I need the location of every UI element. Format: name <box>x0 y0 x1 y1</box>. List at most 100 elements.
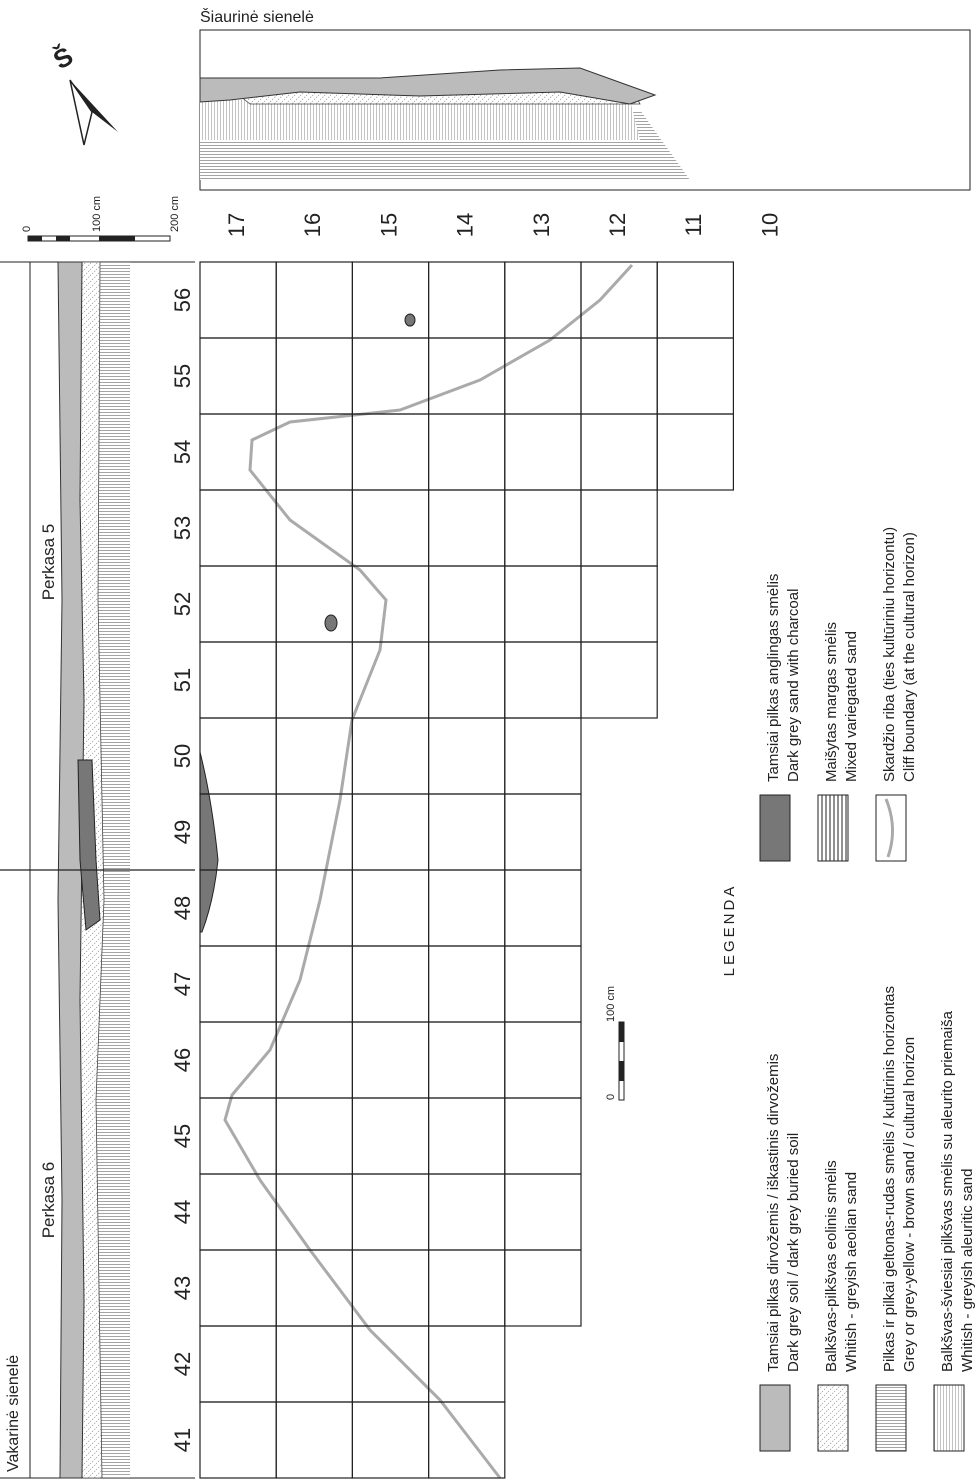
grid-cell <box>428 565 506 643</box>
grid-cell <box>275 717 354 795</box>
grid-cell <box>351 1401 430 1479</box>
grid-cell <box>428 945 506 1023</box>
grid-cell <box>351 641 430 719</box>
column-label: 53 <box>170 516 195 540</box>
column-label: 44 <box>170 1200 195 1224</box>
layer-soil <box>199 67 657 105</box>
grid-cell <box>428 1325 506 1403</box>
grid-cell <box>351 1249 430 1327</box>
scale-seg <box>99 236 135 241</box>
grid-cell <box>428 641 506 719</box>
grid-cell <box>580 641 658 719</box>
column-label: 52 <box>170 592 195 616</box>
legend-en: Cliff boundary (at the cultural horizon) <box>901 532 918 782</box>
grid-cell <box>504 413 582 491</box>
column-label: 51 <box>170 668 195 692</box>
grid <box>199 261 965 1479</box>
grid-cell <box>275 261 354 339</box>
grid-cell <box>580 261 658 339</box>
grid-cell <box>504 1097 582 1175</box>
row-label: 13 <box>529 213 554 237</box>
scale-label: 0 <box>21 226 33 232</box>
grid-cell <box>275 1249 354 1327</box>
grid-cell <box>428 793 506 871</box>
grid-cell <box>199 1401 277 1479</box>
grid-cell <box>351 1173 430 1251</box>
grid-cell <box>580 337 658 415</box>
grid-cell <box>428 1249 506 1327</box>
north-wall-title: Šiaurinė sienelė <box>200 7 314 26</box>
legend-lt: Balkšvas-pilkšvas eolinis smėlis <box>823 1160 840 1372</box>
grid-cell <box>275 1021 354 1099</box>
row-label: 16 <box>300 213 325 237</box>
grid-cell <box>580 489 658 567</box>
grid-cell <box>504 717 582 795</box>
column-label: 49 <box>170 820 195 844</box>
trench-label: Perkasa 6 <box>39 1162 58 1239</box>
grid-cell <box>580 565 658 643</box>
grid-cell <box>199 565 277 643</box>
grid-cell <box>656 413 735 491</box>
column-label: 41 <box>170 1428 195 1452</box>
column-label: 48 <box>170 896 195 920</box>
grid-cell <box>351 261 430 339</box>
grid-cell <box>351 717 430 795</box>
scale-label: 100 cm <box>605 986 617 1022</box>
legend-lt: Maišytas margas smėlis <box>823 622 840 782</box>
scale-seg <box>619 1022 624 1042</box>
grid-cell <box>580 413 658 491</box>
layer-grey-sand <box>200 100 640 140</box>
grid-cell <box>351 793 430 871</box>
legend-en: Whitish - greyish aeolian sand <box>843 1172 860 1372</box>
column-label: 46 <box>170 1048 195 1072</box>
grid-cell <box>199 1325 277 1403</box>
grid-cell <box>351 1325 430 1403</box>
grid-cell <box>275 413 354 491</box>
legend-lt: Pilkas ir pilkai geltonas-rudas smėlis /… <box>881 986 898 1372</box>
legend-en: Grey or grey-yellow - brown sand / cultu… <box>901 1037 918 1372</box>
grid-cell <box>504 869 582 947</box>
charcoal-spot <box>404 313 416 327</box>
grid-cell <box>428 1021 506 1099</box>
cliff-boundary <box>223 263 634 1479</box>
grid-cell <box>504 793 582 871</box>
legend-title: LEGENDA <box>721 884 738 977</box>
column-label: 42 <box>170 1352 195 1376</box>
column-label: 54 <box>170 440 195 464</box>
legend-en: Dark grey soil / dark grey buried soil <box>785 1133 802 1372</box>
charcoal-patch <box>199 751 219 933</box>
row-label: 12 <box>605 213 630 237</box>
legend-swatch <box>933 1384 965 1452</box>
grid-cell <box>351 489 430 567</box>
grid-cell <box>275 1173 354 1251</box>
scale-seg <box>619 1061 624 1081</box>
legend-lt: Tamsiai pilkas dirvožemis / iškastinis d… <box>765 1054 782 1372</box>
scale-seg <box>56 236 70 241</box>
grid-cell <box>199 337 277 415</box>
grid-cell <box>428 1401 506 1479</box>
legend-cliff <box>884 798 894 858</box>
grid-cell <box>504 1249 582 1327</box>
grid-cell <box>428 337 506 415</box>
grid-cell <box>428 1173 506 1251</box>
grid-cell <box>504 641 582 719</box>
grid-cell <box>199 717 277 795</box>
grid-cell <box>656 261 735 339</box>
grid-cell <box>351 869 430 947</box>
row-label: 10 <box>757 213 782 237</box>
grid-cell <box>504 261 582 339</box>
row-label: 17 <box>224 213 249 237</box>
column-label: 47 <box>170 972 195 996</box>
small-scale-bar <box>618 1021 625 1101</box>
legend-lt: Balkšvas-šviesiai pilkšvas smėlis su ale… <box>939 1010 956 1372</box>
legend-swatch <box>817 794 849 862</box>
grid-cell <box>275 1097 354 1175</box>
grid-cell <box>199 1097 277 1175</box>
row-label: 15 <box>376 213 401 237</box>
grid-cell <box>504 337 582 415</box>
column-label: 55 <box>170 364 195 388</box>
grid-cell <box>428 261 506 339</box>
row-label: 11 <box>681 214 706 237</box>
grid-cell <box>199 261 277 339</box>
